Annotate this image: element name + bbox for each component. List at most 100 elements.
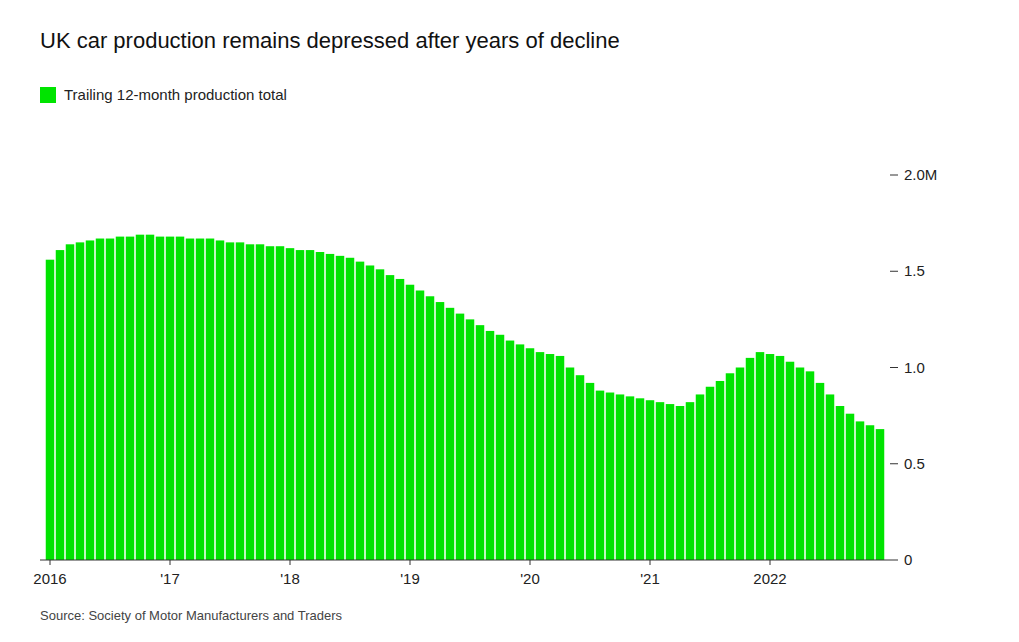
bar [276,246,285,560]
legend-swatch [40,87,56,103]
bar [626,396,635,560]
y-tick [890,560,898,561]
x-tick [410,560,411,565]
bar [176,237,185,560]
bar [166,237,175,560]
y-tick [890,463,898,464]
bar [516,344,525,560]
bar [816,383,825,560]
bar [316,252,325,560]
bar [856,421,865,560]
bar [446,308,455,560]
bar [476,325,485,560]
bar [566,368,575,561]
y-tick-label: 0 [904,551,912,568]
bar [216,240,225,560]
bar [406,285,415,560]
bar [736,368,745,561]
y-tick [890,271,898,272]
bar [796,368,805,561]
y-tick-label: 2.0M [904,166,937,183]
bar [766,354,775,560]
bar [866,425,875,560]
bar [366,265,375,560]
bar [436,302,445,560]
bar [426,296,435,560]
y-tick [890,367,898,368]
y-tick-label: 1.0 [904,359,925,376]
bar [666,404,675,560]
x-tick [290,560,291,565]
x-tick [650,560,651,565]
bar [196,239,205,560]
bar [106,239,115,560]
bar [706,387,715,560]
x-tick [770,560,771,565]
bar [676,406,685,560]
chart: UK car production remains depressed afte… [0,0,1019,642]
bar [646,400,655,560]
x-tick-label: 2016 [33,570,66,587]
y-tick-label: 0.5 [904,455,925,472]
x-tick [170,560,171,565]
x-tick-label: '18 [280,570,300,587]
bar [186,239,195,560]
bar [156,237,165,560]
bar [616,394,625,560]
bar [206,239,215,560]
bar [86,240,95,560]
bar [326,254,335,560]
y-tick-label: 1.5 [904,262,925,279]
bar [306,250,315,560]
bar [496,335,505,560]
bar [246,244,255,560]
bar [66,244,75,560]
bar [356,262,365,560]
bar [526,348,535,560]
bar [506,341,515,560]
bar [126,237,135,560]
bar [236,242,245,560]
bar [336,256,345,560]
bar [76,242,85,560]
bar [136,235,145,560]
bar [636,398,645,560]
bar [116,237,125,560]
x-tick [50,560,51,565]
bar [806,371,815,560]
background [0,0,1019,642]
x-tick-label: '20 [520,570,540,587]
x-axis-line [40,560,890,561]
bar [296,250,305,560]
bar [386,275,395,560]
bar [256,244,265,560]
bar [546,354,555,560]
bar [416,291,425,561]
bar [756,352,765,560]
x-tick-label: '17 [160,570,180,587]
bar [586,383,595,560]
bar [536,352,545,560]
bar [876,429,885,560]
bar [46,260,55,560]
bar [696,394,705,560]
bar [396,279,405,560]
bar [96,239,105,560]
source: Source: Society of Motor Manufacturers a… [40,608,343,623]
bar [596,391,605,560]
x-tick [530,560,531,565]
x-tick-label: 2022 [753,570,786,587]
bar [486,331,495,560]
bar [576,375,585,560]
bar [776,356,785,560]
bar [556,356,565,560]
bar [346,258,355,560]
bar [656,402,665,560]
bar [826,394,835,560]
title: UK car production remains depressed afte… [40,28,620,53]
bar [686,402,695,560]
x-tick-label: '21 [640,570,660,587]
legend: Trailing 12-month production total [40,86,287,103]
y-tick [890,175,898,176]
bar [836,406,845,560]
